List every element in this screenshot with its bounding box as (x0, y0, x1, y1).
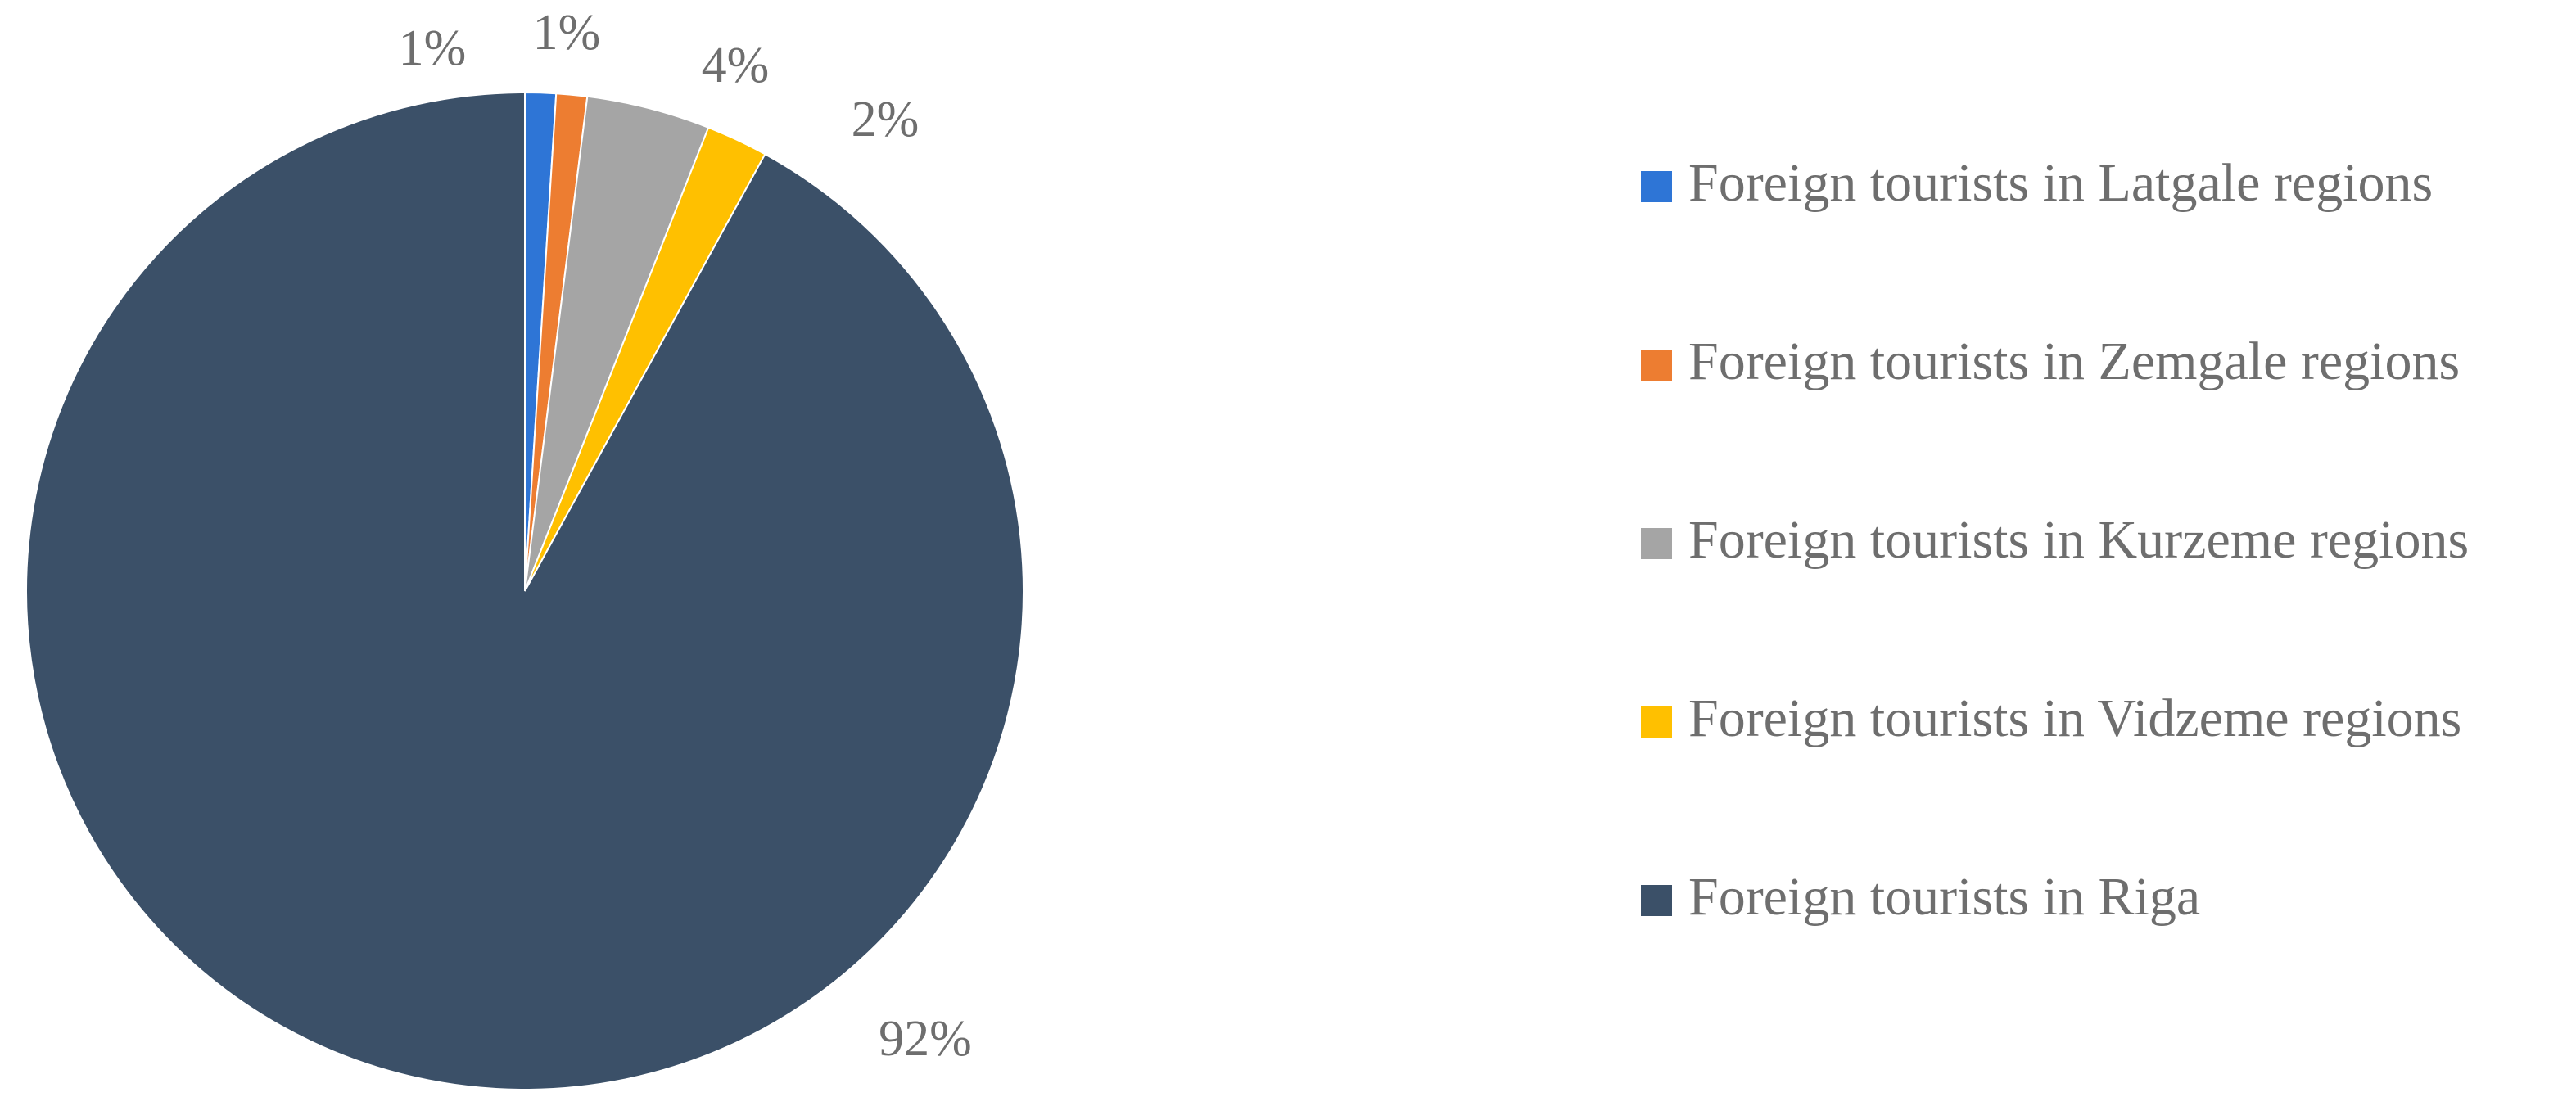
legend-label: Foreign tourists in Latgale regions (1688, 153, 2433, 213)
legend-swatch (1641, 350, 1672, 381)
data-label: 4% (702, 38, 770, 93)
legend-swatch (1641, 528, 1672, 559)
pie-slice (25, 91, 1024, 1090)
legend-label: Foreign tourists in Zemgale regions (1688, 332, 2460, 391)
legend-label: Foreign tourists in Riga (1688, 867, 2200, 927)
legend-swatch (1641, 171, 1672, 202)
legend-swatch (1641, 885, 1672, 916)
data-label: 1% (533, 5, 601, 61)
legend-label: Foreign tourists in Vidzeme regions (1688, 688, 2461, 748)
legend-label: Foreign tourists in Kurzeme regions (1688, 510, 2469, 570)
data-label: 1% (399, 20, 467, 76)
data-label: 2% (852, 92, 920, 147)
legend-swatch (1641, 706, 1672, 738)
data-label: 92% (879, 1011, 972, 1067)
